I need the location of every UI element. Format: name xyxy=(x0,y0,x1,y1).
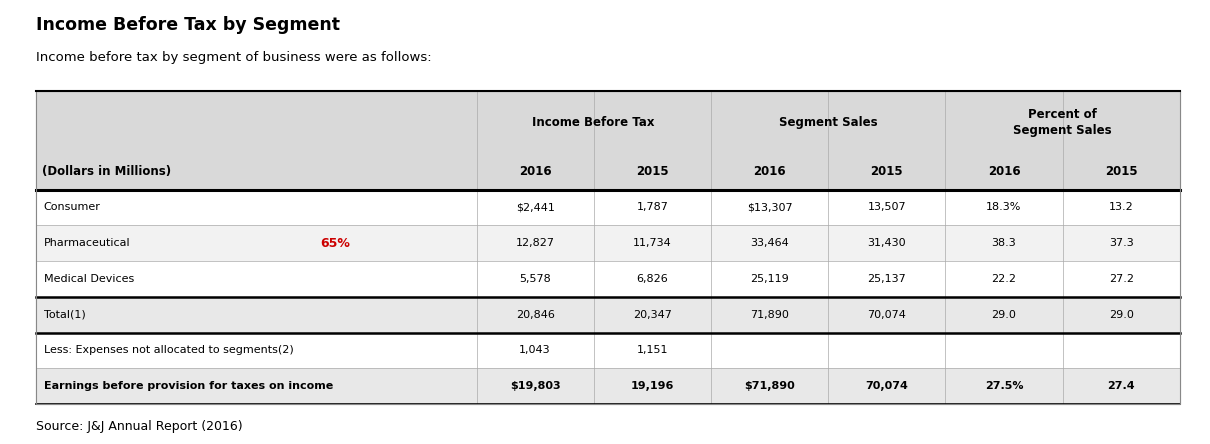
Text: Income Before Tax: Income Before Tax xyxy=(532,116,655,129)
Text: 33,464: 33,464 xyxy=(750,238,789,248)
Text: Consumer: Consumer xyxy=(44,202,100,213)
Text: 2016: 2016 xyxy=(987,165,1020,178)
Text: 18.3%: 18.3% xyxy=(986,202,1021,213)
Text: Earnings before provision for taxes on income: Earnings before provision for taxes on i… xyxy=(44,381,333,391)
Text: 70,074: 70,074 xyxy=(865,381,909,391)
Text: $13,307: $13,307 xyxy=(747,202,793,213)
Text: 29.0: 29.0 xyxy=(991,310,1016,320)
Text: 5,578: 5,578 xyxy=(519,274,551,284)
Text: 20,846: 20,846 xyxy=(515,310,554,320)
Text: 19,196: 19,196 xyxy=(630,381,674,391)
Text: 2016: 2016 xyxy=(753,165,785,178)
Text: 13,507: 13,507 xyxy=(868,202,906,213)
Text: Income before tax by segment of business were as follows:: Income before tax by segment of business… xyxy=(36,51,432,64)
Text: Pharmaceutical: Pharmaceutical xyxy=(44,238,131,248)
Text: 2016: 2016 xyxy=(519,165,552,178)
Text: 65%: 65% xyxy=(321,237,351,250)
Text: 2015: 2015 xyxy=(1105,165,1137,178)
Text: 27.2: 27.2 xyxy=(1108,274,1134,284)
Text: Income Before Tax by Segment: Income Before Tax by Segment xyxy=(36,16,340,34)
Text: $2,441: $2,441 xyxy=(515,202,554,213)
Text: Segment Sales: Segment Sales xyxy=(779,116,877,129)
Text: 25,137: 25,137 xyxy=(868,274,906,284)
Text: 38.3: 38.3 xyxy=(991,238,1016,248)
Text: 22.2: 22.2 xyxy=(991,274,1016,284)
Text: 1,151: 1,151 xyxy=(636,345,668,356)
Text: 1,787: 1,787 xyxy=(636,202,668,213)
Text: Medical Devices: Medical Devices xyxy=(44,274,134,284)
Text: Percent of
Segment Sales: Percent of Segment Sales xyxy=(1013,108,1112,137)
Text: $19,803: $19,803 xyxy=(509,381,560,391)
Text: 37.3: 37.3 xyxy=(1108,238,1134,248)
Text: 6,826: 6,826 xyxy=(636,274,668,284)
Text: 11,734: 11,734 xyxy=(633,238,672,248)
Text: 27.4: 27.4 xyxy=(1107,381,1135,391)
Text: 71,890: 71,890 xyxy=(750,310,789,320)
Text: 70,074: 70,074 xyxy=(868,310,906,320)
Text: $71,890: $71,890 xyxy=(744,381,795,391)
Text: (Dollars in Millions): (Dollars in Millions) xyxy=(42,165,172,178)
Text: Source: J&J Annual Report (2016): Source: J&J Annual Report (2016) xyxy=(36,420,243,432)
Text: 25,119: 25,119 xyxy=(750,274,789,284)
Text: 27.5%: 27.5% xyxy=(985,381,1024,391)
Text: 12,827: 12,827 xyxy=(515,238,554,248)
Text: 1,043: 1,043 xyxy=(519,345,551,356)
Text: Less: Expenses not allocated to segments(2): Less: Expenses not allocated to segments… xyxy=(44,345,293,356)
Text: 2015: 2015 xyxy=(636,165,669,178)
Text: 13.2: 13.2 xyxy=(1108,202,1134,213)
Text: 20,347: 20,347 xyxy=(633,310,672,320)
Text: Total(1): Total(1) xyxy=(44,310,86,320)
Text: 31,430: 31,430 xyxy=(868,238,906,248)
Text: 29.0: 29.0 xyxy=(1108,310,1134,320)
Text: 2015: 2015 xyxy=(870,165,903,178)
